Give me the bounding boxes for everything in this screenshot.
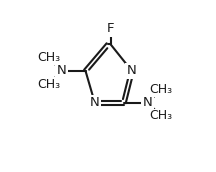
Text: F: F [107, 22, 114, 35]
Text: N: N [90, 96, 100, 109]
Text: N: N [57, 64, 67, 77]
Text: CH₃: CH₃ [37, 51, 60, 64]
Text: CH₃: CH₃ [149, 83, 173, 96]
Text: N: N [127, 64, 137, 77]
Text: N: N [143, 96, 153, 109]
Text: CH₃: CH₃ [149, 110, 173, 122]
Text: CH₃: CH₃ [37, 78, 60, 91]
